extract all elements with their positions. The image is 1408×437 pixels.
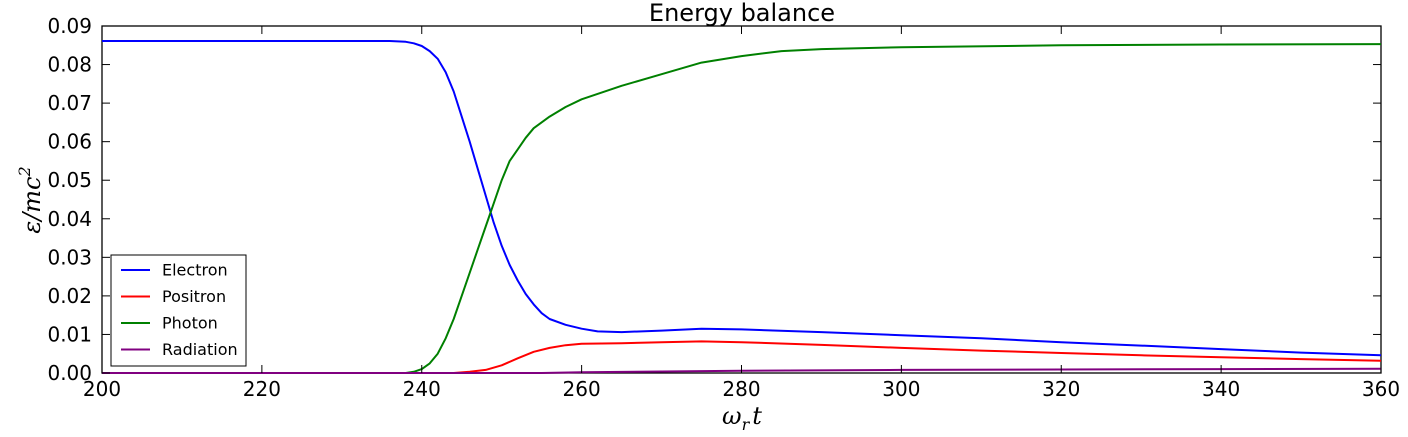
series-line-positron bbox=[102, 340, 1382, 374]
y-tick-label: 0.09 bbox=[47, 14, 92, 38]
chart-title: Energy balance bbox=[649, 0, 835, 27]
y-tick-label: 0.03 bbox=[47, 245, 92, 269]
x-tick-label: 280 bbox=[722, 377, 760, 401]
series-line-photon bbox=[102, 43, 1382, 374]
y-tick-label: 0.01 bbox=[47, 322, 92, 346]
y-tick-label: 0.00 bbox=[47, 361, 92, 385]
y-tick-label: 0.07 bbox=[47, 91, 92, 115]
legend-box bbox=[110, 254, 247, 367]
legend-label-positron: Positron bbox=[162, 287, 226, 306]
x-tick-label: 200 bbox=[83, 377, 121, 401]
y-ticks: 0.00 0.01 0.02 0.03 0.04 0.05 0.06 0.07 0.08 0.09 bbox=[47, 14, 1381, 385]
x-axis-label: ωr t bbox=[722, 402, 762, 434]
y-axis-label: ε/mc2 bbox=[15, 166, 46, 233]
x-tick-label: 220 bbox=[243, 377, 281, 401]
x-tick-label: 300 bbox=[882, 377, 920, 401]
legend-label-radiation: Radiation bbox=[162, 340, 238, 359]
legend: Electron Positron Photon Radiation bbox=[110, 254, 247, 367]
x-ticks: 200 220 240 260 280 300 320 340 360 bbox=[83, 26, 1400, 401]
y-tick-label: 0.06 bbox=[47, 130, 92, 154]
series-line-electron bbox=[102, 40, 1382, 357]
legend-label-electron: Electron bbox=[162, 261, 228, 280]
y-tick-label: 0.05 bbox=[47, 168, 92, 192]
plot-frame bbox=[101, 25, 1382, 374]
y-tick-label: 0.02 bbox=[47, 284, 92, 308]
x-tick-label: 260 bbox=[563, 377, 601, 401]
x-tick-label: 240 bbox=[403, 377, 441, 401]
x-tick-label: 320 bbox=[1042, 377, 1080, 401]
x-tick-label: 360 bbox=[1362, 377, 1400, 401]
y-tick-label: 0.08 bbox=[47, 53, 92, 77]
plot-area bbox=[101, 25, 1382, 374]
x-tick-label: 340 bbox=[1202, 377, 1240, 401]
legend-label-photon: Photon bbox=[162, 314, 218, 333]
y-tick-label: 0.04 bbox=[47, 207, 92, 231]
series-layer bbox=[102, 40, 1382, 374]
